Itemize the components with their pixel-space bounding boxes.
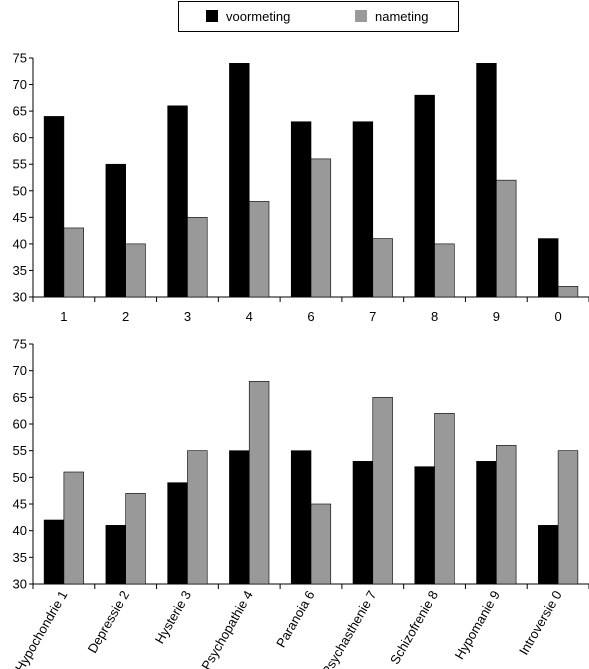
x-tick-label-bottom: Paranoia 6 — [273, 588, 317, 650]
bar-nameting-top — [557, 286, 579, 298]
bar-nameting-top — [63, 227, 84, 298]
bar-nameting-bottom — [187, 450, 208, 585]
bar-voormeting-bottom — [290, 450, 312, 585]
y-tick-label-top: 30 — [13, 290, 27, 305]
x-tick-label-bottom: Hypomanie 9 — [452, 588, 503, 662]
bar-voormeting-top — [538, 238, 559, 298]
bar-voormeting-bottom — [229, 450, 250, 585]
legend-swatch-voormeting — [206, 10, 218, 22]
chart-bottom: 30 35 40 45 50 55 60 65 70 75 Hypochondrie 1 Depres… — [12, 337, 589, 669]
x-tick-label-top: 6 — [307, 309, 314, 324]
y-tick-label-bottom: 45 — [13, 497, 27, 512]
bar-voormeting-top — [290, 121, 312, 298]
x-tick-label-top: 7 — [369, 309, 376, 324]
y-tick-label-bottom: 55 — [13, 443, 27, 458]
chart-legend: voormeting nameting — [178, 1, 459, 32]
bar-voormeting-top — [105, 163, 126, 298]
bar-voormeting-bottom — [43, 519, 65, 585]
y-tick-label-bottom: 50 — [13, 470, 27, 485]
y-tick-label-top: 45 — [13, 210, 27, 225]
bar-voormeting-top — [167, 105, 188, 298]
y-tick-label-bottom: 60 — [13, 417, 27, 432]
bar-nameting-bottom — [310, 503, 332, 585]
bar-voormeting-bottom — [352, 461, 374, 585]
y-tick-label-bottom: 75 — [13, 337, 27, 352]
bar-voormeting-bottom — [538, 525, 559, 585]
y-tick-label-top: 60 — [13, 130, 27, 145]
bar-nameting-top — [187, 217, 208, 298]
x-tick-label-bottom: Introversie 0 — [516, 588, 565, 657]
x-tick-label-bottom: Psychopathie 4 — [198, 588, 255, 669]
x-tick-label-bottom: Schizofrenie 8 — [387, 588, 441, 667]
legend-swatch-nameting — [355, 10, 367, 22]
x-tick-label-top: 2 — [122, 309, 129, 324]
y-tick-label-top: 40 — [13, 236, 27, 251]
x-tick-label-top: 3 — [184, 309, 191, 324]
x-tick-label-bottom: Psychasthenie 7 — [319, 588, 380, 669]
y-tick-label-top: 75 — [13, 51, 27, 66]
y-tick-label-top: 35 — [13, 263, 27, 278]
bar-nameting-top — [372, 238, 393, 298]
bar-voormeting-top — [414, 94, 435, 298]
y-tick-label-top: 70 — [13, 77, 27, 92]
bar-nameting-top — [248, 201, 270, 298]
y-tick-label-top: 65 — [13, 104, 27, 119]
bar-voormeting-top — [352, 121, 374, 298]
y-tick-label-bottom: 70 — [13, 363, 27, 378]
bar-voormeting-top — [43, 116, 65, 298]
bar-nameting-bottom — [434, 413, 455, 585]
legend-label-voormeting: voormeting — [226, 9, 291, 24]
legend-label-nameting: nameting — [375, 9, 429, 24]
bar-nameting-bottom — [496, 445, 517, 585]
y-tick-label-bottom: 65 — [13, 390, 27, 405]
x-tick-label-bottom: Depressie 2 — [85, 588, 133, 656]
bar-voormeting-bottom — [167, 482, 188, 585]
bar-nameting-top — [496, 179, 517, 298]
bar-nameting-bottom — [125, 493, 146, 585]
bar-voormeting-bottom — [414, 466, 435, 585]
bar-voormeting-bottom — [476, 461, 497, 585]
bar-nameting-top — [434, 243, 455, 298]
y-tick-label-bottom: 30 — [13, 577, 27, 592]
bar-nameting-top — [125, 243, 146, 298]
bar-voormeting-top — [476, 63, 497, 298]
bar-voormeting-bottom — [105, 525, 126, 585]
y-tick-label-top: 55 — [13, 157, 27, 172]
y-tick-label-top: 50 — [13, 183, 27, 198]
y-tick-label-bottom: 40 — [13, 523, 27, 538]
x-tick-label-top: 4 — [246, 309, 253, 324]
x-tick-label-top: 8 — [431, 309, 438, 324]
bar-nameting-bottom — [372, 397, 393, 585]
bar-nameting-top — [310, 158, 332, 298]
bar-voormeting-top — [229, 63, 250, 298]
x-tick-label-top: 1 — [60, 309, 67, 324]
bar-nameting-bottom — [63, 471, 84, 585]
x-tick-label-top: 0 — [554, 309, 561, 324]
chart-top: 30 35 40 45 50 55 60 65 70 75 1 2 3 4 6 7 8 9 0 — [13, 51, 589, 324]
x-tick-label-top: 9 — [493, 309, 500, 324]
x-tick-label-bottom: Hysterie 3 — [152, 588, 194, 646]
y-tick-label-bottom: 35 — [13, 550, 27, 565]
bar-nameting-bottom — [248, 381, 270, 585]
x-tick-label-bottom: Hypochondrie 1 — [12, 588, 71, 669]
bar-nameting-bottom — [557, 450, 579, 585]
